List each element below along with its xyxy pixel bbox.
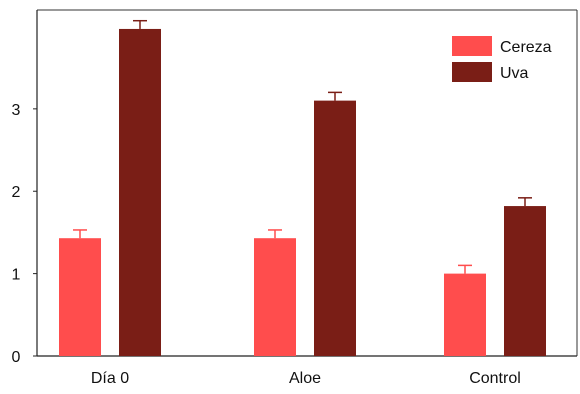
- bar-uva-2: [504, 206, 546, 356]
- legend-label-uva: Uva: [500, 65, 529, 82]
- plot-frame: [37, 9, 578, 356]
- bar-cereza-0: [59, 238, 101, 356]
- legend-label-cereza: Cereza: [500, 39, 552, 56]
- x-tick-label: Día 0: [91, 370, 129, 387]
- y-tick-label: 3: [12, 102, 21, 119]
- y-axis: 0 1 2 3: [12, 10, 38, 366]
- x-axis: Día 0 Aloe Control: [37, 355, 577, 387]
- y-tick-label: 1: [12, 267, 21, 284]
- bar-uva-1: [314, 100, 356, 356]
- bars: [59, 19, 546, 356]
- x-tick-label: Aloe: [289, 370, 321, 387]
- y-tick-label: 2: [12, 184, 21, 201]
- bar-cereza-2: [444, 273, 486, 356]
- legend-swatch-cereza: [452, 36, 492, 56]
- y-tick-label: 0: [12, 349, 21, 366]
- bar-uva-0: [119, 28, 161, 356]
- x-tick-label: Control: [469, 370, 521, 387]
- legend-swatch-uva: [452, 62, 492, 82]
- bar-cereza-1: [254, 238, 296, 356]
- legend: Cereza Uva: [452, 36, 552, 82]
